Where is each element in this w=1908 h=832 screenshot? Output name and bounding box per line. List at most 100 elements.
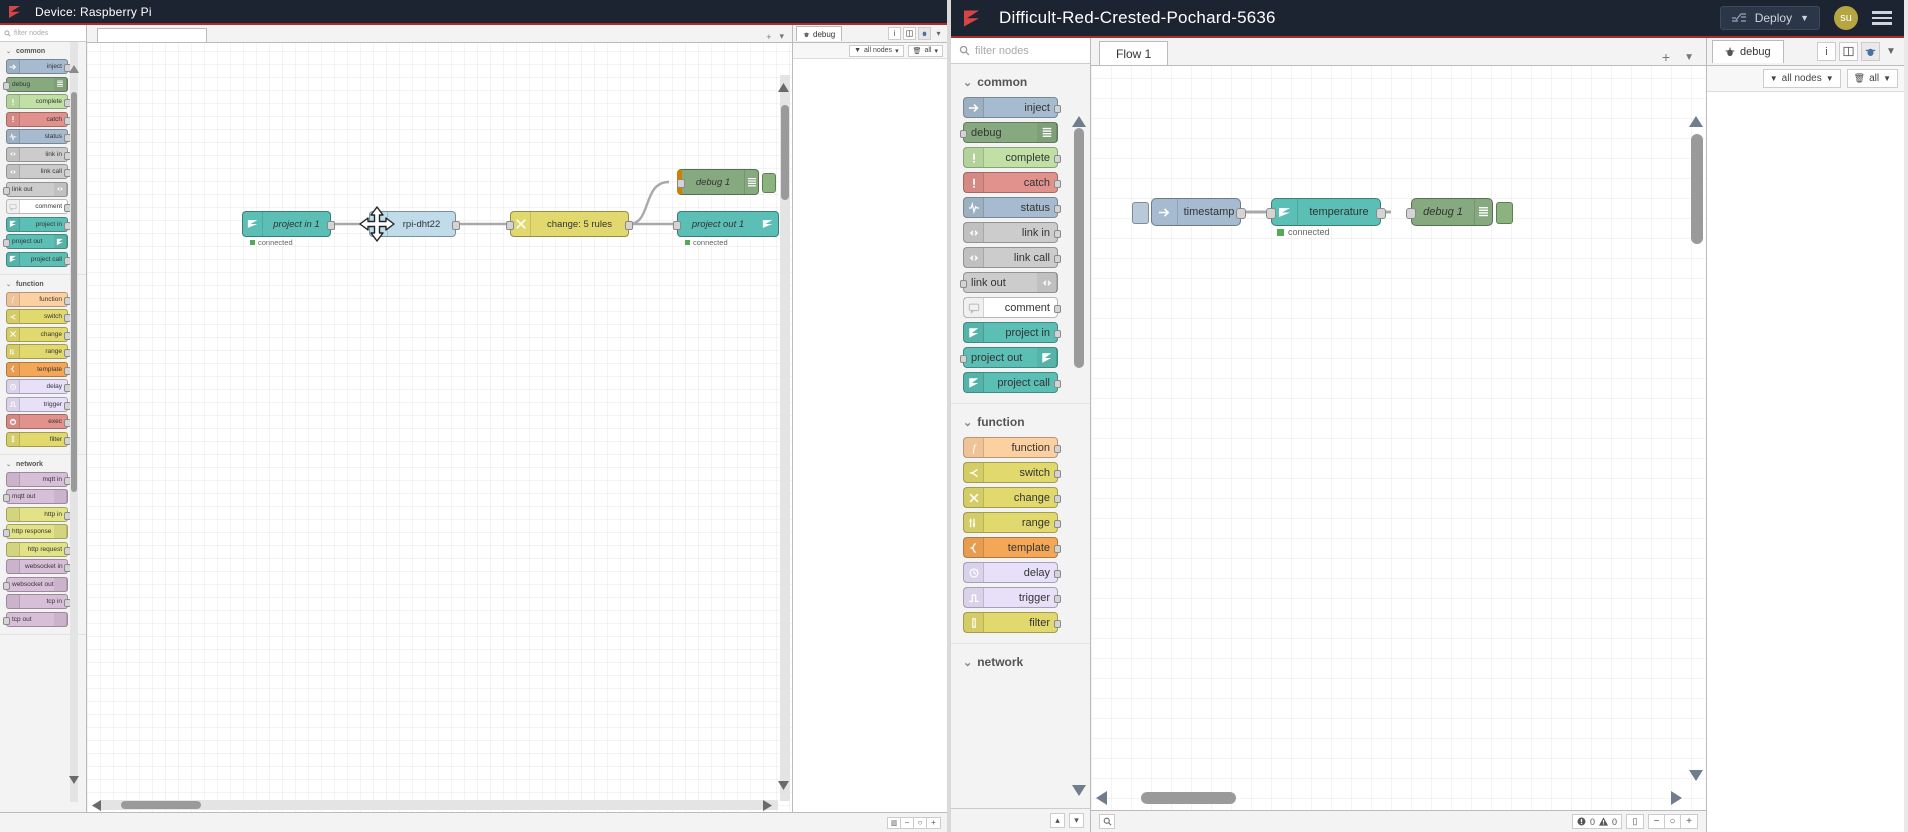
info-icon[interactable]: i bbox=[888, 27, 901, 40]
right-debug-messages[interactable] bbox=[1707, 92, 1904, 832]
palette-node-status[interactable]: status bbox=[963, 197, 1061, 218]
avatar[interactable]: su bbox=[1834, 6, 1858, 30]
input-port[interactable] bbox=[673, 221, 681, 230]
input-port[interactable] bbox=[3, 186, 10, 195]
left-canvas-scroll-down[interactable] bbox=[776, 778, 790, 792]
output-port[interactable] bbox=[1054, 620, 1061, 628]
output-port[interactable] bbox=[1054, 105, 1061, 113]
palette-node-link-in[interactable]: link in bbox=[6, 146, 71, 162]
output-port[interactable] bbox=[1236, 208, 1246, 219]
palette-node-websocket-out[interactable]: websocket out bbox=[3, 576, 68, 592]
input-port[interactable] bbox=[960, 355, 967, 363]
palette-node-filter[interactable]: filter bbox=[963, 612, 1061, 633]
left-node-change[interactable]: change: 5 rules bbox=[506, 211, 633, 237]
palette-node-exec[interactable]: exec bbox=[6, 414, 71, 429]
palette-node-function[interactable]: f function bbox=[6, 291, 71, 307]
plus-icon[interactable]: + bbox=[931, 818, 936, 827]
palette-node-trigger[interactable]: trigger bbox=[963, 587, 1061, 608]
palette-category-common[interactable]: ⌄ common bbox=[0, 42, 86, 59]
input-port[interactable] bbox=[1266, 208, 1276, 219]
palette-node-catch[interactable]: catch bbox=[963, 172, 1061, 193]
palette-node-comment[interactable]: comment bbox=[963, 297, 1061, 318]
left-clear-all[interactable]: 🗑 all ▾ bbox=[907, 44, 943, 57]
left-debug-messages[interactable] bbox=[793, 59, 947, 832]
expand-all-icon[interactable]: ▾ bbox=[1069, 813, 1084, 828]
output-port[interactable] bbox=[1376, 208, 1386, 219]
right-canvas-scroll-down[interactable] bbox=[1688, 768, 1704, 782]
book-icon[interactable] bbox=[903, 27, 916, 40]
palette-node-http-response[interactable]: http response bbox=[3, 524, 68, 539]
right-canvas-scroll-left[interactable] bbox=[1093, 790, 1109, 806]
palette-node-switch[interactable]: switch bbox=[6, 309, 71, 324]
debug-toggle-button[interactable] bbox=[762, 173, 776, 193]
palette-node-project-in[interactable]: project in bbox=[6, 216, 71, 232]
output-port[interactable] bbox=[625, 221, 633, 230]
right-canvas-scroll-up[interactable] bbox=[1688, 114, 1704, 128]
output-port[interactable] bbox=[1054, 330, 1061, 338]
palette-node-template[interactable]: template bbox=[963, 537, 1061, 558]
left-tab-menu-icon[interactable]: ▾ bbox=[779, 31, 784, 41]
zoom-reset-icon[interactable]: ▥ bbox=[888, 816, 901, 829]
palette-node-tcp-in[interactable]: tcp in bbox=[6, 594, 71, 609]
right-palette-scrollbar[interactable] bbox=[1074, 128, 1084, 368]
left-canvas-vscroll[interactable] bbox=[780, 75, 790, 801]
palette-node-function[interactable]: f function bbox=[963, 437, 1061, 458]
palette-node-link-out[interactable]: link out bbox=[3, 181, 68, 197]
palette-node-mqtt-in[interactable]: mqtt in bbox=[6, 471, 71, 487]
left-palette-scroll-thumb[interactable] bbox=[71, 92, 77, 492]
palette-node-project-out[interactable]: project out bbox=[960, 347, 1058, 368]
chevron-down-icon[interactable]: ▼ bbox=[1886, 46, 1896, 57]
deploy-button[interactable]: Deploy ▼ bbox=[1719, 6, 1820, 30]
palette-node-link-out[interactable]: link out bbox=[960, 272, 1058, 293]
left-palette-scroll-down[interactable] bbox=[68, 774, 80, 786]
palette-node-range[interactable]: range bbox=[963, 512, 1061, 533]
left-canvas-vthumb[interactable] bbox=[781, 105, 789, 200]
left-palette-scroll-up[interactable] bbox=[68, 63, 80, 75]
output-port[interactable] bbox=[1054, 595, 1061, 603]
right-canvas[interactable]: Flow 1 + ▼ timestamp bbox=[1091, 38, 1706, 832]
left-zoom-controls[interactable]: ▥ − ○ + bbox=[887, 816, 941, 829]
palette-category-function[interactable]: ⌄ function bbox=[951, 404, 1090, 437]
palette-node-filter[interactable]: filter bbox=[6, 431, 71, 447]
palette-node-project-call[interactable]: project call bbox=[6, 251, 71, 267]
right-palette-scroll-down[interactable] bbox=[1071, 783, 1087, 797]
output-port[interactable] bbox=[1054, 230, 1061, 238]
output-port[interactable] bbox=[1054, 205, 1061, 213]
palette-node-inject[interactable]: inject bbox=[963, 97, 1061, 118]
minus-icon[interactable]: − bbox=[1649, 814, 1665, 829]
right-node-timestamp[interactable]: timestamp bbox=[1132, 198, 1246, 226]
info-icon[interactable]: i bbox=[1817, 42, 1836, 61]
palette-node-switch[interactable]: switch bbox=[963, 462, 1061, 483]
output-port[interactable] bbox=[1054, 495, 1061, 503]
palette-node-link-call[interactable]: link call bbox=[963, 247, 1061, 268]
inject-trigger-button[interactable] bbox=[1132, 202, 1149, 224]
input-port[interactable] bbox=[677, 179, 685, 188]
right-zoom-controls[interactable]: − ○ + bbox=[1648, 814, 1698, 829]
chevron-down-icon[interactable]: ▾ bbox=[936, 29, 941, 38]
output-port[interactable] bbox=[1054, 545, 1061, 553]
statusbar-search-icon[interactable] bbox=[1099, 814, 1115, 829]
right-sidebar-tab-debug[interactable]: debug bbox=[1712, 40, 1784, 63]
palette-category-common[interactable]: ⌄ common bbox=[951, 64, 1090, 97]
right-canvas-scroll-right[interactable] bbox=[1668, 790, 1684, 806]
right-palette-scroll-thumb[interactable] bbox=[1074, 128, 1084, 368]
palette-category-function[interactable]: ⌄ function bbox=[0, 275, 86, 292]
minus-icon[interactable]: − bbox=[901, 816, 914, 829]
output-port[interactable] bbox=[1054, 255, 1061, 263]
left-node-project-out-1[interactable]: project out 1 bbox=[673, 211, 779, 237]
input-port[interactable] bbox=[3, 581, 10, 590]
input-port[interactable] bbox=[3, 81, 10, 90]
right-palette-scroll-up[interactable] bbox=[1071, 114, 1087, 128]
output-port[interactable] bbox=[1054, 180, 1061, 188]
input-port[interactable] bbox=[3, 494, 10, 502]
palette-category-network[interactable]: ⌄ network bbox=[0, 455, 86, 472]
palette-node-link-in[interactable]: link in bbox=[963, 222, 1061, 243]
palette-node-template[interactable]: template bbox=[6, 361, 71, 377]
left-node-debug-1[interactable]: debug 1 bbox=[677, 169, 776, 195]
output-port[interactable] bbox=[327, 221, 335, 230]
left-canvas-scroll-left[interactable] bbox=[89, 798, 103, 812]
left-flow-tab[interactable] bbox=[97, 28, 207, 42]
palette-node-inject[interactable]: inject bbox=[6, 59, 71, 74]
output-port[interactable] bbox=[1054, 445, 1061, 453]
right-canvas-hthumb[interactable] bbox=[1141, 792, 1236, 804]
